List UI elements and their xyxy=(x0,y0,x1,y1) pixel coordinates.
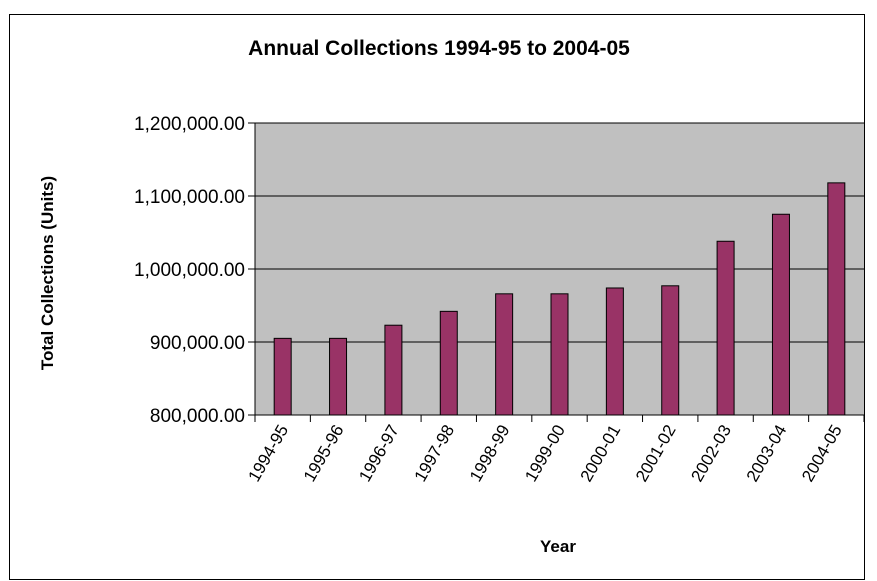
bar xyxy=(495,293,514,416)
x-tick-label: 1994-95 xyxy=(244,422,292,486)
x-tick-label: 1998-99 xyxy=(466,422,514,486)
bar xyxy=(384,324,403,416)
y-tick-label: 1,200,000.00 xyxy=(134,114,245,135)
x-tick-label: 1995-96 xyxy=(300,422,348,486)
bar xyxy=(771,213,790,416)
y-tick-label: 1,100,000.00 xyxy=(134,187,245,208)
bar xyxy=(605,287,624,416)
bar xyxy=(716,240,735,416)
chart-frame: Annual Collections 1994-95 to 2004-05 80… xyxy=(9,14,865,580)
bar xyxy=(550,293,569,416)
x-tick-label: 1997-98 xyxy=(411,422,459,486)
x-tick-label: 1996-97 xyxy=(355,422,403,486)
chart-title: Annual Collections 1994-95 to 2004-05 xyxy=(248,37,630,60)
x-tick-label: 1999-00 xyxy=(521,422,569,486)
y-tick-label: 800,000.00 xyxy=(150,406,245,427)
y-axis-title: Total Collections (Units) xyxy=(38,176,57,370)
bar xyxy=(661,285,680,416)
x-axis-title: Year xyxy=(540,537,576,556)
y-tick-label: 900,000.00 xyxy=(150,333,245,354)
y-tick-label: 1,000,000.00 xyxy=(134,260,245,281)
bar-chart: Annual Collections 1994-95 to 2004-05 80… xyxy=(38,37,865,556)
x-tick-label: 2003-04 xyxy=(743,422,791,486)
x-tick-label: 2001-02 xyxy=(632,422,680,486)
bar xyxy=(273,337,292,416)
bar xyxy=(439,310,458,416)
x-tick-label: 2000-01 xyxy=(577,422,625,486)
bar xyxy=(329,337,348,416)
x-tick-label: 2002-03 xyxy=(687,422,735,486)
x-tick-label: 2004-05 xyxy=(798,422,846,486)
bar xyxy=(827,182,846,416)
